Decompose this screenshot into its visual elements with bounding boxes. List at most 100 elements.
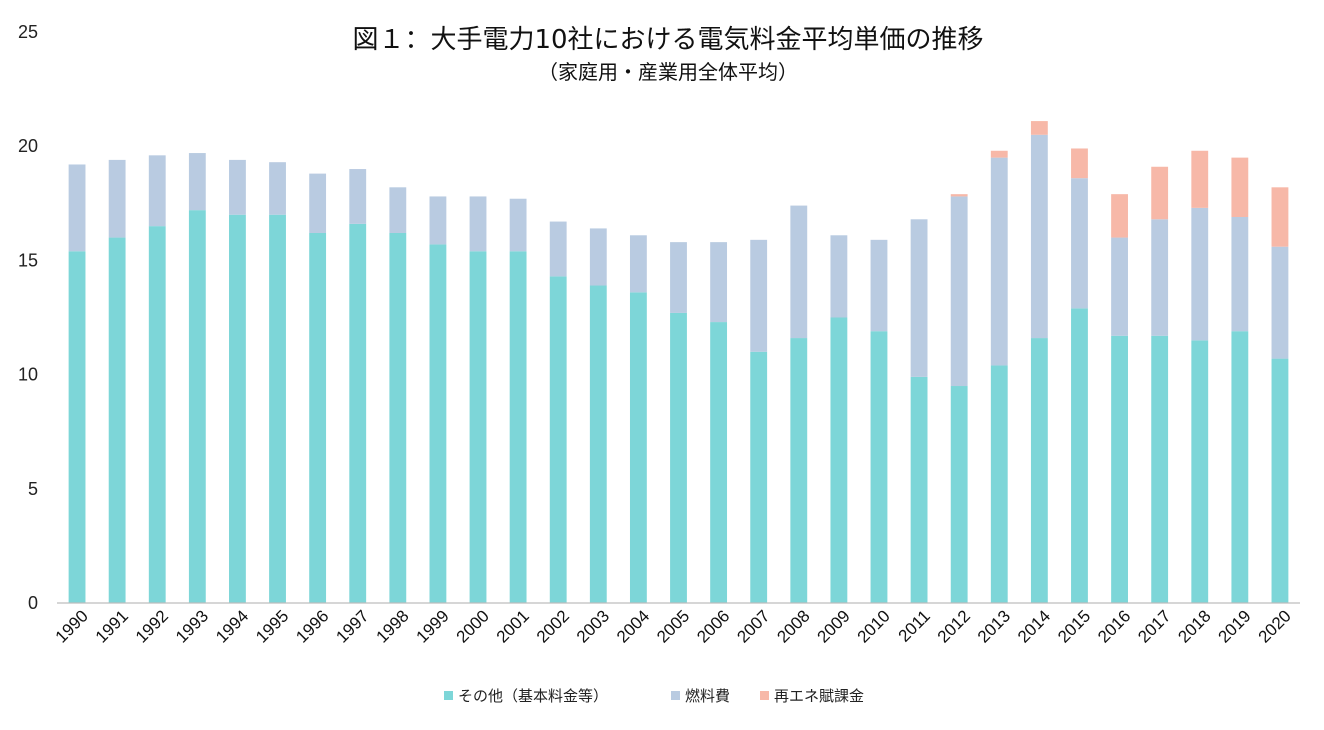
y-tick-label: 5 [28, 479, 38, 499]
bar-segment-series-1 [589, 228, 607, 286]
bar-segment-series-0 [750, 351, 768, 603]
bar-segment-series-0 [309, 232, 327, 604]
bar-segment-series-2 [1030, 121, 1048, 135]
bar-segment-series-1 [469, 196, 487, 252]
bar-segment-series-1 [910, 219, 928, 377]
x-tick-label: 2017 [1134, 606, 1174, 646]
bar-segment-series-0 [429, 244, 447, 603]
bar-segment-series-0 [389, 232, 407, 604]
bar-segment-series-0 [710, 322, 728, 603]
x-tick-label: 2008 [773, 606, 813, 646]
bar-segment-series-0 [1231, 331, 1249, 603]
x-axis: 1990 1991 1992 1993 1994 1995 1996 1997 1998 1999… [52, 606, 1295, 646]
bar-segment-series-1 [670, 242, 687, 313]
bar-segment-series-0 [1271, 358, 1289, 603]
bar-segment-series-0 [549, 276, 567, 603]
x-tick-label: 2001 [493, 606, 533, 646]
bar-segment-series-2 [1191, 150, 1209, 208]
bar-segment-series-1 [790, 205, 808, 339]
legend-label: その他（基本料金等） [458, 687, 608, 705]
legend-label: 燃料費 [685, 687, 730, 705]
x-tick-label: 2003 [573, 606, 613, 646]
chart-subtitle: （家庭用・産業用全体平均） [538, 60, 798, 84]
x-tick-label: 2020 [1255, 606, 1295, 646]
bar-segment-series-1 [1030, 134, 1048, 339]
y-tick-label: 0 [28, 593, 38, 613]
legend-swatch [760, 691, 769, 700]
x-tick-label: 2010 [854, 606, 894, 646]
bar-segment-series-0 [68, 251, 86, 603]
x-tick-label: 2018 [1174, 606, 1214, 646]
x-tick-label: 2013 [974, 606, 1014, 646]
bar-segment-series-0 [229, 214, 246, 603]
bar-segment-series-0 [990, 365, 1008, 603]
bar-segment-series-1 [429, 196, 447, 245]
bar-segment-series-0 [188, 210, 206, 603]
bar-segment-series-0 [108, 237, 126, 603]
bar-segment-series-0 [469, 251, 487, 603]
bar-segment-series-0 [830, 317, 848, 603]
y-axis: 0 5 10 15 20 25 [18, 22, 38, 613]
bar-segment-series-2 [950, 194, 968, 197]
x-tick-label: 2014 [1014, 606, 1054, 646]
x-tick-label: 1993 [172, 606, 212, 646]
bar-segment-series-0 [950, 386, 968, 603]
y-tick-label: 20 [18, 136, 38, 156]
bar-segment-series-1 [710, 242, 728, 323]
x-tick-label: 2005 [653, 606, 693, 646]
legend-label: 再エネ賦課金 [774, 687, 864, 705]
x-tick-label: 2004 [613, 606, 653, 646]
bar-segment-series-1 [1231, 217, 1249, 332]
x-tick-label: 1995 [252, 606, 292, 646]
bar-segment-series-1 [229, 159, 246, 215]
bar-segment-series-1 [629, 235, 647, 293]
x-tick-label: 1991 [92, 606, 132, 646]
bar-segment-series-0 [509, 251, 527, 603]
bar-segment-series-1 [68, 164, 86, 252]
bar-segment-series-0 [629, 292, 647, 603]
chart-title: 図１：大手電力10社における電気料金平均単価の推移 [352, 25, 983, 55]
bar-segment-series-1 [1271, 246, 1289, 359]
bar-segment-series-0 [269, 214, 286, 603]
x-tick-label: 1999 [413, 606, 453, 646]
x-tick-label: 1990 [52, 606, 92, 646]
bars [68, 121, 1289, 604]
bar-segment-series-1 [509, 198, 527, 252]
bar-segment-series-1 [309, 173, 327, 233]
bar-segment-series-1 [870, 239, 888, 332]
bar-segment-series-1 [1111, 237, 1128, 336]
bar-segment-series-1 [950, 196, 968, 387]
y-tick-label: 25 [18, 22, 38, 42]
x-tick-label: 2006 [693, 606, 733, 646]
x-tick-label: 2002 [533, 606, 573, 646]
bar-segment-series-0 [1191, 340, 1209, 603]
bar-segment-series-0 [870, 331, 888, 603]
x-tick-label: 2015 [1054, 606, 1094, 646]
bar-segment-series-1 [349, 169, 367, 224]
bar-segment-series-1 [750, 239, 768, 352]
x-tick-label: 2012 [934, 606, 974, 646]
bar-segment-series-1 [1071, 178, 1088, 309]
x-tick-label: 2000 [453, 606, 493, 646]
x-tick-label: 2011 [895, 606, 934, 645]
legend-swatch [671, 691, 680, 700]
x-tick-label: 2009 [814, 606, 854, 646]
x-tick-label: 1994 [212, 606, 252, 646]
bar-segment-series-0 [148, 226, 166, 603]
bar-segment-series-0 [1030, 338, 1048, 603]
bar-segment-series-2 [1271, 187, 1289, 247]
bar-segment-series-2 [1071, 148, 1088, 179]
x-tick-label: 2019 [1214, 606, 1254, 646]
bar-segment-series-0 [589, 285, 607, 603]
bar-segment-series-1 [830, 235, 848, 318]
legend: その他（基本料金等） 燃料費 再エネ賦課金 [444, 687, 864, 705]
bar-segment-series-0 [1111, 335, 1128, 603]
x-tick-label: 1996 [292, 606, 332, 646]
bar-segment-series-1 [990, 157, 1008, 366]
bar-segment-series-1 [269, 162, 286, 215]
bar-segment-series-2 [1151, 166, 1169, 220]
x-tick-label: 1997 [332, 606, 372, 646]
x-tick-label: 2007 [733, 606, 773, 646]
legend-swatch [444, 691, 453, 700]
